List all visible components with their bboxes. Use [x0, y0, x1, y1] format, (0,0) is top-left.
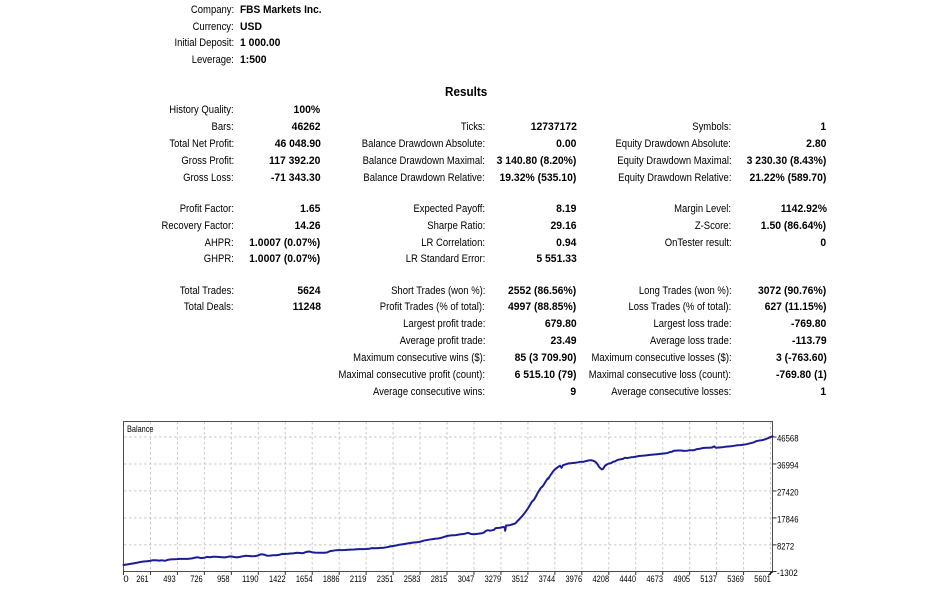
svg-text:493: 493: [163, 574, 176, 585]
svg-text:261: 261: [136, 574, 149, 585]
svg-text:46568: 46568: [777, 433, 799, 444]
svg-text:5369: 5369: [727, 574, 744, 585]
svg-text:2583: 2583: [404, 574, 421, 585]
svg-text:1190: 1190: [242, 574, 259, 585]
svg-text:2815: 2815: [431, 574, 448, 585]
svg-text:1654: 1654: [296, 574, 313, 585]
svg-text:0: 0: [123, 574, 128, 585]
svg-text:2119: 2119: [350, 574, 367, 585]
svg-text:17846: 17846: [777, 514, 799, 525]
svg-text:27420: 27420: [777, 487, 799, 498]
svg-text:3744: 3744: [539, 574, 556, 585]
svg-text:1422: 1422: [269, 574, 286, 585]
svg-text:2351: 2351: [377, 574, 394, 585]
svg-text:4208: 4208: [593, 574, 610, 585]
svg-text:5137: 5137: [700, 574, 717, 585]
svg-text:4440: 4440: [619, 574, 636, 585]
svg-text:3279: 3279: [485, 574, 502, 585]
svg-text:3512: 3512: [512, 574, 529, 585]
svg-text:-1302: -1302: [777, 568, 798, 579]
svg-text:1886: 1886: [323, 574, 340, 585]
svg-text:8272: 8272: [777, 541, 794, 552]
svg-text:36994: 36994: [777, 460, 799, 471]
svg-text:4905: 4905: [673, 574, 690, 585]
svg-text:Balance: Balance: [127, 424, 154, 435]
svg-text:726: 726: [190, 574, 203, 585]
svg-text:958: 958: [217, 574, 230, 585]
svg-text:4673: 4673: [646, 574, 663, 585]
svg-text:3976: 3976: [566, 574, 583, 585]
svg-text:5601: 5601: [754, 574, 771, 585]
svg-text:3047: 3047: [458, 574, 475, 585]
